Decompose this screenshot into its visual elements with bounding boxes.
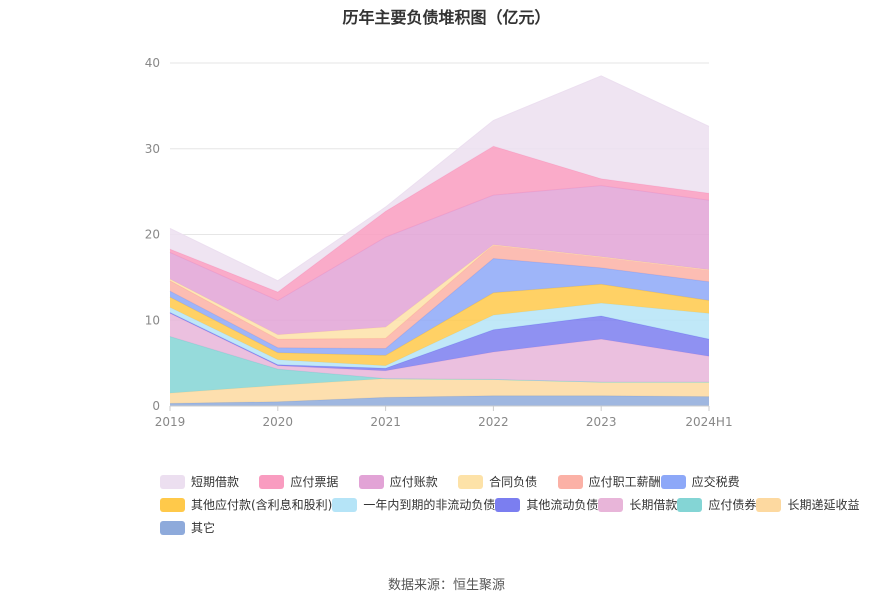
legend: 短期借款 应付票据 应付账款 合同负债 应付职工薪酬 应交税费其他应付款(含利息和股利) 一… <box>160 470 859 539</box>
x-tick-label: 2019 <box>155 415 186 429</box>
legend-item[interactable]: 其他流动负债 <box>495 493 598 516</box>
x-tick-label: 2024H1 <box>685 415 732 429</box>
legend-item[interactable]: 应付债券 <box>677 493 756 516</box>
area-series-layer <box>169 75 710 406</box>
area-series-8 <box>170 244 709 349</box>
y-tick-label: 40 <box>145 56 160 70</box>
legend-item[interactable]: 应交税费 <box>660 470 760 493</box>
data-source: 数据来源：恒生聚源 <box>387 578 505 593</box>
legend-item[interactable]: 应付票据 <box>259 470 358 493</box>
legend-row: 其它 <box>160 516 760 539</box>
area-series-6 <box>170 284 709 366</box>
legend-swatch <box>160 497 185 512</box>
legend-row: 短期借款 应付票据 应付账款 合同负债 应付职工薪酬 应交税费 <box>160 470 760 493</box>
legend-item[interactable]: 短期借款 <box>160 470 259 493</box>
area-series-10 <box>170 185 709 335</box>
area-series-line-12 <box>169 75 710 282</box>
area-series-12 <box>170 75 709 293</box>
chart-title: 历年主要负债堆积图（亿元） <box>342 8 551 27</box>
legend-label: 合同负债 <box>489 475 538 489</box>
area-series-0 <box>170 395 709 406</box>
legend-swatch <box>160 520 185 535</box>
area-series-4 <box>170 312 709 371</box>
legend-swatch <box>756 497 782 512</box>
legend-item[interactable]: 合同负债 <box>458 470 557 493</box>
legend-label: 短期借款 <box>191 475 240 489</box>
y-tick-label: 30 <box>145 142 160 156</box>
legend-label: 其他流动负债 <box>526 498 599 512</box>
area-series-11 <box>170 146 709 301</box>
legend-label: 应付职工薪酬 <box>588 475 661 489</box>
area-series-3 <box>170 313 709 382</box>
legend-swatch <box>458 474 484 489</box>
x-tick-label: 2021 <box>370 415 401 429</box>
legend-item[interactable]: 长期借款 <box>598 493 677 516</box>
legend-swatch <box>598 497 624 512</box>
legend-row: 其他应付款(含利息和股利) 一年内到期的非流动负债 其他流动负债 长期借款 应付债券 长期… <box>160 493 859 516</box>
legend-item[interactable]: 一年内到期的非流动负债 <box>332 493 495 516</box>
legend-item[interactable]: 其它 <box>160 516 278 539</box>
legend-label: 应付债券 <box>708 498 757 512</box>
legend-label: 应交税费 <box>691 475 740 489</box>
axes: 0 10 20 30 40 2019 2020 2021 2022 2023 2024H1 <box>145 56 733 429</box>
legend-swatch <box>160 474 185 489</box>
legend-swatch <box>557 474 583 489</box>
legend-item[interactable]: 应付账款 <box>358 470 458 493</box>
legend-swatch <box>677 497 703 512</box>
legend-label: 应付票据 <box>290 475 339 489</box>
x-tick-label: 2020 <box>263 415 294 429</box>
stacked-area-chart: 0 10 20 30 40 2019 2020 2021 2022 2023 2024H1 <box>145 56 733 429</box>
legend-label: 长期递延收益 <box>787 498 860 512</box>
legend-swatch <box>358 474 384 489</box>
y-tick-label: 10 <box>145 313 160 327</box>
x-tick-label: 2023 <box>586 415 617 429</box>
legend-item[interactable]: 长期递延收益 <box>756 493 859 516</box>
x-tick-label: 2022 <box>478 415 509 429</box>
legend-label: 一年内到期的非流动负债 <box>363 498 496 512</box>
area-series-1 <box>170 378 709 404</box>
legend-swatch <box>332 497 358 512</box>
legend-item[interactable]: 其他应付款(含利息和股利) <box>160 493 332 516</box>
legend-item[interactable]: 应付职工薪酬 <box>557 470 661 493</box>
y-tick-label: 0 <box>152 399 160 413</box>
legend-label: 其它 <box>191 521 216 535</box>
legend-swatch <box>660 474 686 489</box>
legend-swatch <box>495 497 521 512</box>
area-series-2 <box>170 336 709 394</box>
legend-label: 长期借款 <box>629 498 678 512</box>
y-tick-label: 20 <box>145 228 160 242</box>
legend-label: 其他应付款(含利息和股利) <box>191 498 333 512</box>
legend-label: 应付账款 <box>389 475 438 489</box>
area-series-7 <box>170 258 709 356</box>
legend-swatch <box>259 474 285 489</box>
area-series-5 <box>170 303 709 369</box>
